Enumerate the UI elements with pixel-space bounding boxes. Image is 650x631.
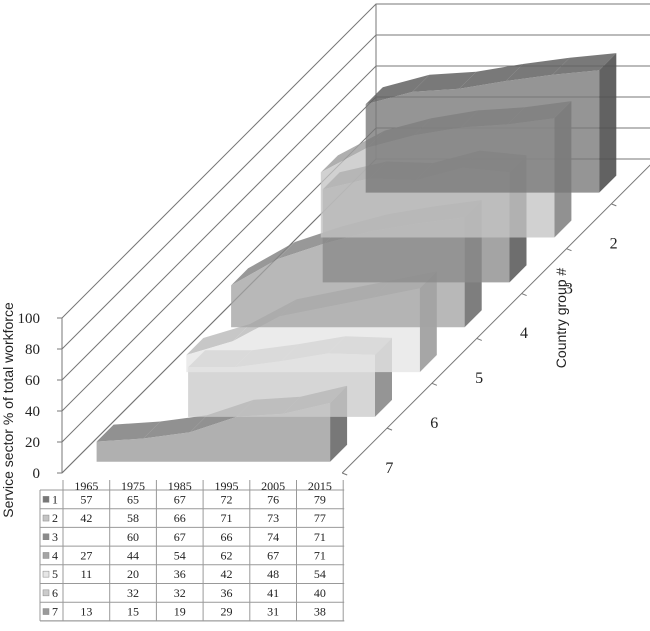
- legend-swatch: [43, 571, 49, 577]
- data-value-label: 66: [174, 511, 186, 525]
- data-value-label: 36: [174, 567, 186, 581]
- data-value-label: 67: [174, 492, 186, 506]
- category-label: 2015: [308, 479, 332, 493]
- depth-tick-label: 5: [475, 370, 483, 387]
- data-value-label: 19: [174, 605, 186, 619]
- data-value-label: 60: [127, 530, 139, 544]
- y-axis-label: Service sector % of total workforce: [0, 302, 16, 518]
- depth-tick-mark: [477, 338, 482, 340]
- legend-swatch: [43, 590, 49, 596]
- data-value-label: 38: [314, 605, 326, 619]
- data-value-label: 11: [81, 567, 93, 581]
- data-value-label: 32: [174, 586, 186, 600]
- y-tick-label: 20: [25, 435, 40, 451]
- ribbon-end-face: [599, 53, 616, 193]
- data-value-label: 42: [220, 567, 232, 581]
- category-label: 1985: [168, 479, 192, 493]
- data-value-label: 27: [80, 548, 92, 562]
- data-value-label: 48: [267, 567, 279, 581]
- data-value-label: 73: [267, 511, 279, 525]
- legend-swatch: [43, 609, 49, 615]
- data-value-label: 62: [220, 548, 232, 562]
- data-value-label: 42: [80, 511, 92, 525]
- legend-swatch: [43, 534, 49, 540]
- series-label: 3: [52, 530, 58, 544]
- legend-swatch: [43, 515, 49, 521]
- data-value-label: 31: [267, 605, 279, 619]
- data-value-label: 79: [314, 492, 326, 506]
- depth-tick-mark: [342, 473, 347, 475]
- data-value-label: 65: [127, 492, 139, 506]
- data-value-label: 13: [80, 605, 92, 619]
- data-value-label: 44: [127, 548, 139, 562]
- data-value-label: 71: [220, 511, 232, 525]
- data-value-label: 74: [267, 530, 279, 544]
- data-value-label: 36: [220, 586, 232, 600]
- depth-tick-mark: [522, 294, 527, 296]
- series-ribbon: [366, 53, 617, 193]
- depth-tick-mark: [611, 204, 616, 206]
- data-value-label: 71: [314, 530, 326, 544]
- category-label: 2005: [261, 479, 285, 493]
- data-value-label: 77: [314, 511, 326, 525]
- data-value-label: 29: [220, 605, 232, 619]
- chart-ribbons: [97, 53, 617, 462]
- data-value-label: 76: [267, 492, 279, 506]
- data-value-label: 54: [174, 548, 186, 562]
- data-value-label: 71: [314, 548, 326, 562]
- legend-swatch: [43, 496, 49, 502]
- data-value-label: 67: [174, 530, 186, 544]
- depth-tick-mark: [432, 383, 437, 385]
- legend-swatch: [43, 552, 49, 558]
- data-value-label: 41: [267, 586, 279, 600]
- y-tick-label: 100: [18, 311, 41, 327]
- data-value-label: 57: [80, 492, 92, 506]
- depth-tick-label: 6: [430, 415, 438, 432]
- y-tick-label: 80: [25, 342, 40, 358]
- series-label: 7: [52, 605, 58, 619]
- depth-tick-mark: [387, 428, 392, 430]
- y-tick-label: 60: [25, 373, 40, 389]
- depth-tick-mark: [566, 249, 571, 251]
- data-value-label: 15: [127, 605, 139, 619]
- depth-tick-label: 4: [520, 325, 528, 342]
- data-value-label: 32: [127, 586, 139, 600]
- data-value-label: 58: [127, 511, 139, 525]
- y-tick-label: 0: [33, 466, 41, 482]
- series-label: 5: [52, 567, 58, 581]
- series-label: 4: [52, 548, 58, 562]
- series-label: 6: [52, 586, 58, 600]
- data-value-label: 54: [314, 567, 326, 581]
- data-value-label: 67: [267, 548, 279, 562]
- category-label: 1995: [214, 479, 238, 493]
- data-value-label: 66: [220, 530, 232, 544]
- depth-axis-label: Country group #: [553, 268, 569, 369]
- depth-tick-label: 2: [610, 236, 618, 253]
- category-label: 1965: [74, 479, 98, 493]
- series-label: 1: [52, 492, 58, 506]
- data-value-label: 72: [220, 492, 232, 506]
- data-value-label: 40: [314, 586, 326, 600]
- category-label: 1975: [121, 479, 145, 493]
- y-tick-label: 40: [25, 404, 40, 420]
- series-label: 2: [52, 511, 58, 525]
- data-value-label: 20: [127, 567, 139, 581]
- depth-tick-label: 7: [385, 460, 393, 477]
